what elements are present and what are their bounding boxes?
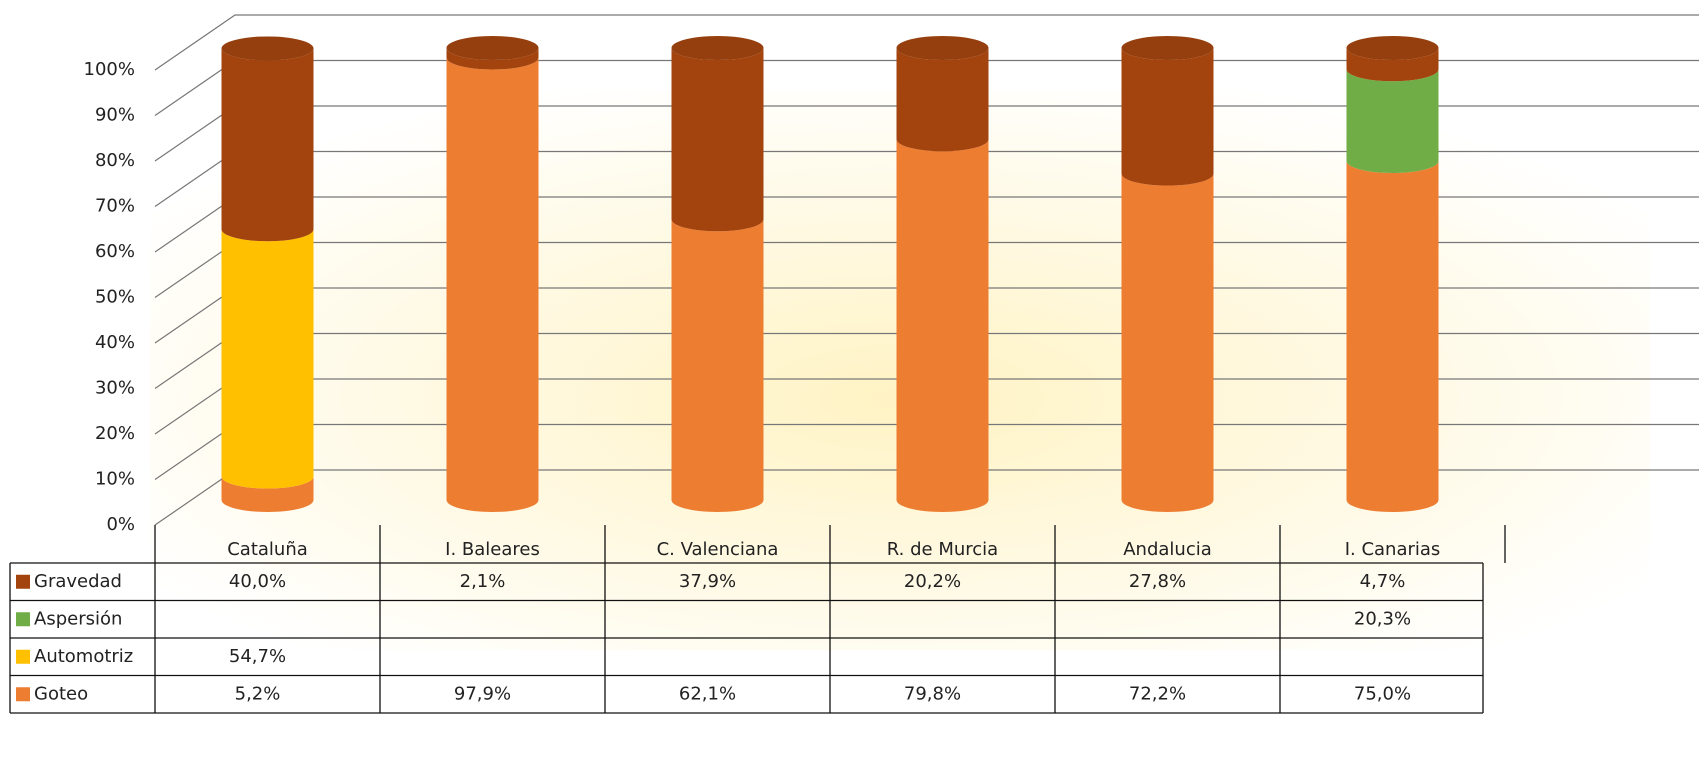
legend-swatch: [16, 687, 30, 702]
cylinder-top: [896, 36, 989, 60]
y-tick-label: 0%: [106, 514, 135, 535]
table-value: 40,0%: [229, 571, 286, 592]
legend-label: Goteo: [34, 683, 88, 704]
cylinder-segment: [671, 48, 764, 232]
cylinder-segment: [221, 48, 314, 242]
cylinder-segment: [446, 48, 539, 70]
grid-line: [154, 14, 1699, 71]
table-value: 20,3%: [1354, 608, 1411, 629]
table-value: 72,2%: [1129, 683, 1186, 704]
cylinder-top: [1346, 36, 1439, 60]
y-tick-label: 50%: [95, 287, 135, 308]
table-value: 37,9%: [679, 571, 736, 592]
x-tick-label: I. Baleares: [445, 539, 540, 560]
legend-swatch: [16, 612, 30, 627]
y-tick-label: 40%: [95, 332, 135, 353]
table-value: 75,0%: [1354, 683, 1411, 704]
legend-label: Aspersión: [34, 608, 122, 629]
table-value: 79,8%: [904, 683, 961, 704]
table-value: 20,2%: [904, 571, 961, 592]
cylinder-segment: [1346, 48, 1439, 82]
cylinder-segment: [446, 57, 539, 512]
cylinder-segment: [671, 219, 764, 513]
y-tick-label: 20%: [95, 423, 135, 444]
cylinder-top: [671, 36, 764, 60]
table-value: 5,2%: [235, 683, 281, 704]
x-tick-label: Cataluña: [227, 539, 308, 560]
legend-swatch: [16, 649, 30, 664]
cylinder-segment: [221, 476, 314, 512]
y-tick-label: 30%: [95, 378, 135, 399]
cylinder-segment: [1346, 69, 1439, 173]
y-tick-label: 10%: [95, 469, 135, 490]
legend-label: Automotriz: [34, 646, 133, 667]
cylinder-segment: [896, 48, 989, 152]
legend-label: Gravedad: [34, 571, 122, 592]
cylinder-top: [221, 36, 314, 61]
table-value: 2,1%: [460, 571, 506, 592]
table-value: 54,7%: [229, 646, 286, 667]
cylinder-segment: [1121, 48, 1214, 186]
y-tick-label: 90%: [95, 105, 135, 126]
legend-swatch: [16, 574, 30, 589]
table-value: 4,7%: [1360, 571, 1406, 592]
x-tick-label: C. Valenciana: [657, 539, 779, 560]
cylinder-top: [446, 36, 539, 60]
x-tick-label: R. de Murcia: [887, 539, 998, 560]
table-value: 27,8%: [1129, 571, 1186, 592]
x-tick-label: Andalucia: [1123, 539, 1212, 560]
table-value: 97,9%: [454, 683, 511, 704]
y-tick-label: 70%: [95, 196, 135, 217]
y-tick-label: 80%: [95, 150, 135, 171]
y-tick-label: 100%: [84, 59, 135, 80]
y-tick-label: 60%: [95, 241, 135, 262]
cylinder-segment: [1121, 173, 1214, 512]
cylinder-segment: [1346, 161, 1439, 512]
x-tick-label: I. Canarias: [1345, 539, 1441, 560]
cylinder-segment: [221, 229, 314, 489]
table-value: 62,1%: [679, 683, 736, 704]
cylinder-segment: [896, 139, 989, 512]
cylinder-top: [1121, 36, 1214, 60]
